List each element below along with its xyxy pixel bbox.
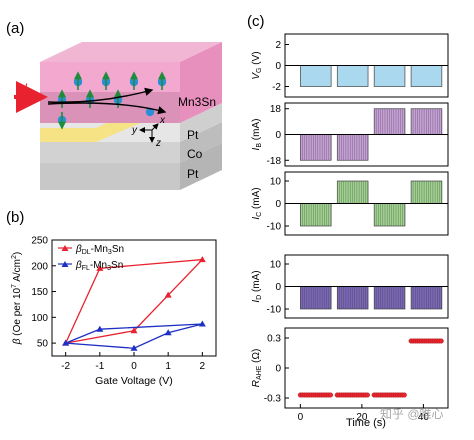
current-label: I xyxy=(24,81,28,95)
subplot-ylabel: ID (mA) xyxy=(251,270,263,302)
layer-label-pt-bottom: Pt xyxy=(187,167,199,181)
y-tick-label: 0 xyxy=(275,199,281,210)
coordinate-axes: y x z xyxy=(131,115,166,149)
plot-c-xlabel: Time (s) xyxy=(346,417,386,429)
y-tick-label: -10 xyxy=(267,222,282,233)
plot-b-ylabel: β (Oe per 107 A/cm2) xyxy=(11,252,23,345)
y-tick-label: 100 xyxy=(31,313,48,324)
data-point xyxy=(62,339,70,346)
data-point xyxy=(130,327,138,334)
series-line xyxy=(65,323,203,349)
axis-x-label: x xyxy=(159,115,166,126)
pt-bottom-side xyxy=(180,143,222,190)
data-point xyxy=(164,291,172,298)
x-tick-label: 40 xyxy=(418,412,430,423)
x-tick-label: 1 xyxy=(165,361,171,372)
subplot-ylabel: IB (mA) xyxy=(251,119,263,151)
co-layer-side xyxy=(180,122,222,163)
data-point xyxy=(164,329,172,336)
data-point xyxy=(96,264,104,271)
x-tick-label: -1 xyxy=(95,361,104,372)
plot-b-series xyxy=(62,256,206,351)
data-point xyxy=(198,256,206,263)
pt-bottom-front xyxy=(40,163,180,190)
pulse-bar xyxy=(410,65,443,87)
data-point xyxy=(198,320,206,327)
pt-top-side xyxy=(180,103,222,142)
y-tick-label: 200 xyxy=(31,261,48,272)
co-layer-front xyxy=(40,142,180,163)
x-tick-label: -2 xyxy=(61,361,70,372)
y-tick-label: 150 xyxy=(31,287,48,298)
subplot-ylabel: VG (V) xyxy=(251,51,263,79)
spin-current-path-down xyxy=(47,102,167,115)
y-tick-label: 0 xyxy=(275,61,281,72)
spin-current-path-up xyxy=(47,87,154,103)
x-tick-label: 2 xyxy=(200,361,206,372)
x-tick-label: 0 xyxy=(131,361,137,372)
watermark: 知乎 @唯心 xyxy=(380,407,444,421)
axis-z-label: z xyxy=(155,138,161,149)
series-line xyxy=(65,258,204,344)
legend-dl-marker xyxy=(61,245,69,251)
data-point xyxy=(130,344,138,351)
y-tick-label: 10 xyxy=(270,260,282,271)
panel-c-label: (c) xyxy=(247,13,265,30)
layer-label-pt-top: Pt xyxy=(187,128,199,142)
y-tick-label: 0 xyxy=(275,282,281,293)
pulse-bar xyxy=(373,65,406,87)
layer-label-co: Co xyxy=(187,147,203,161)
data-point xyxy=(96,325,104,332)
rahe-point xyxy=(328,392,334,398)
legend-fl-label: βFL-Mn3Sn xyxy=(75,260,123,272)
y-tick-label: 50 xyxy=(37,339,49,350)
y-tick-label: -10 xyxy=(267,305,282,316)
y-tick-label: 10 xyxy=(270,177,282,188)
rahe-point xyxy=(401,392,407,398)
y-tick-label: 0 xyxy=(275,364,281,375)
y-tick-label: -18 xyxy=(267,156,282,167)
legend-dl-label: βDL-Mn3Sn xyxy=(75,244,124,256)
plot-b-xlabel: Gate Voltage (V) xyxy=(95,375,173,387)
axis-y-label: y xyxy=(131,125,138,136)
panel-a: (a) I xyxy=(6,20,222,190)
y-tick-label: 0.3 xyxy=(267,334,281,345)
y-tick-label: -2 xyxy=(272,82,281,93)
subplot-ylabel: IC (mA) xyxy=(251,187,263,219)
plot-b-legend: βDL-Mn3Sn βFL-Mn3Sn xyxy=(58,244,124,272)
x-tick-label: 20 xyxy=(356,412,368,423)
axis-x-arrow xyxy=(151,123,159,131)
material-label: Mn3Sn xyxy=(178,95,216,109)
spin-particles xyxy=(57,71,167,130)
panel-a-label: (a) xyxy=(6,20,24,37)
subplot-ylabel: RAHE (Ω) xyxy=(251,349,263,388)
panel-b-label: (b) xyxy=(6,209,24,226)
legend-fl-marker xyxy=(61,261,69,267)
y-tick-label: 0 xyxy=(275,130,281,141)
pulse-bar xyxy=(300,65,332,87)
x-tick-label: 0 xyxy=(298,412,304,423)
rahe-point xyxy=(438,338,444,344)
mn3sn-top-face xyxy=(40,42,222,62)
spin-particle xyxy=(145,107,155,117)
rahe-point xyxy=(364,392,370,398)
y-tick-label: 18 xyxy=(270,104,282,115)
y-tick-label: 2 xyxy=(275,40,281,51)
mn3sn-side xyxy=(180,42,222,123)
y-tick-label: 250 xyxy=(31,236,48,247)
y-tick-label: -0.3 xyxy=(264,394,282,405)
pulse-bar xyxy=(336,65,369,87)
